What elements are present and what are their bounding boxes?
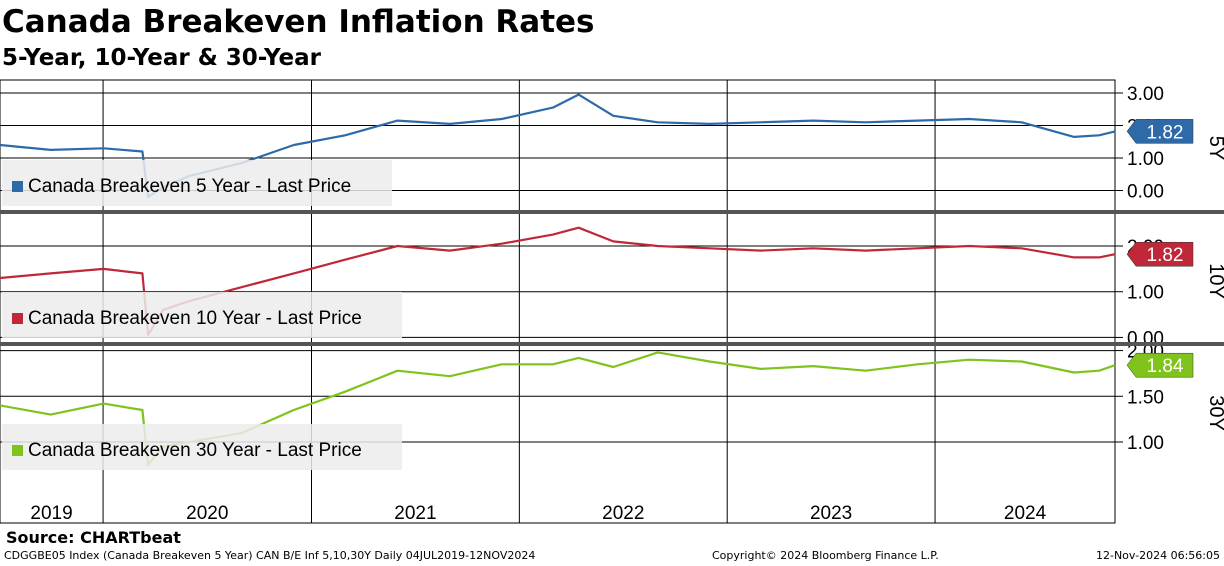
x-tick-label: 2024: [1004, 503, 1047, 524]
last-value-tag: [1126, 241, 1194, 267]
legend-label: Canada Breakeven 5 Year - Last Price: [28, 176, 351, 197]
last-value-tag: [1126, 352, 1194, 378]
source-note: Source: CHARTbeat: [6, 528, 181, 547]
plot-frame: [0, 79, 1116, 524]
footer-copyright: Copyright© 2024 Bloomberg Finance L.P.: [712, 549, 939, 562]
panel-side-label: 30Y: [1205, 395, 1224, 431]
x-tick-label: 2020: [186, 503, 228, 524]
y-tick-label: 0.00: [1127, 182, 1164, 203]
footer-timestamp: 12-Nov-2024 06:56:05: [1095, 549, 1220, 562]
footer-index-info: CDGGBE05 Index (Canada Breakeven 5 Year)…: [4, 549, 536, 562]
last-value-label: 1.82: [1147, 122, 1184, 143]
y-tick-label: 3.00: [1127, 84, 1164, 105]
chart-subtitle: 5-Year, 10-Year & 30-Year: [2, 45, 321, 71]
x-tick-label: 2021: [394, 503, 436, 524]
x-tick-label: 2023: [810, 503, 852, 524]
legend-box: [2, 160, 392, 206]
last-value-tag: [1126, 119, 1194, 144]
legend-label: Canada Breakeven 10 Year - Last Price: [28, 308, 362, 329]
last-value-label: 1.82: [1147, 245, 1184, 266]
legend-swatch: [12, 445, 23, 456]
last-value-label: 1.84: [1147, 356, 1184, 377]
y-tick-label: 1.50: [1127, 387, 1164, 408]
x-tick-label: 2019: [30, 503, 72, 524]
chart-title: Canada Breakeven Inflation Rates: [2, 4, 595, 40]
legend-box: [2, 292, 402, 338]
panel-separator: [0, 210, 1224, 214]
legend-box: [2, 424, 402, 470]
legend-swatch: [12, 181, 23, 192]
legend-label: Canada Breakeven 30 Year - Last Price: [28, 440, 362, 461]
panel-side-label: 10Y: [1205, 263, 1224, 299]
y-tick-label: 1.00: [1127, 149, 1164, 170]
y-tick-label: 1.00: [1127, 283, 1164, 304]
panel-side-label: 5Y: [1205, 136, 1224, 160]
y-tick-label: 1.00: [1127, 433, 1164, 454]
legend-swatch: [12, 313, 23, 324]
panel-separator: [0, 342, 1224, 346]
x-tick-label: 2022: [602, 503, 644, 524]
